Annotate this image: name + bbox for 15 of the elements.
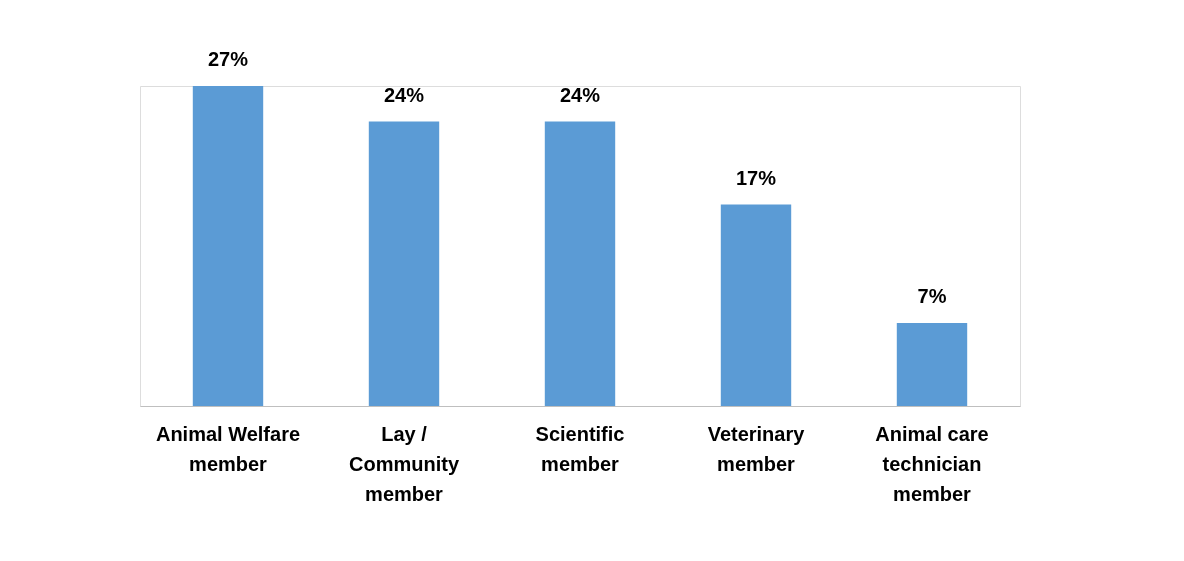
bar [720, 204, 792, 406]
x-tick-label: Animal care technician member [875, 422, 989, 505]
data-label: 7% [917, 285, 947, 308]
data-label: 24% [383, 83, 425, 106]
x-tick-label: Animal Welfare member [155, 422, 301, 475]
data-label: 17% [735, 166, 777, 189]
x-tick-label: Lay / Community member [349, 422, 460, 505]
bar [192, 86, 264, 406]
bar [896, 323, 968, 406]
x-tick-label: Scientific member [535, 422, 625, 475]
data-label: 24% [559, 83, 601, 106]
x-tick-label: Veterinary member [707, 422, 806, 475]
data-label: 27% [207, 48, 249, 70]
bar [544, 121, 616, 406]
bar [368, 121, 440, 406]
